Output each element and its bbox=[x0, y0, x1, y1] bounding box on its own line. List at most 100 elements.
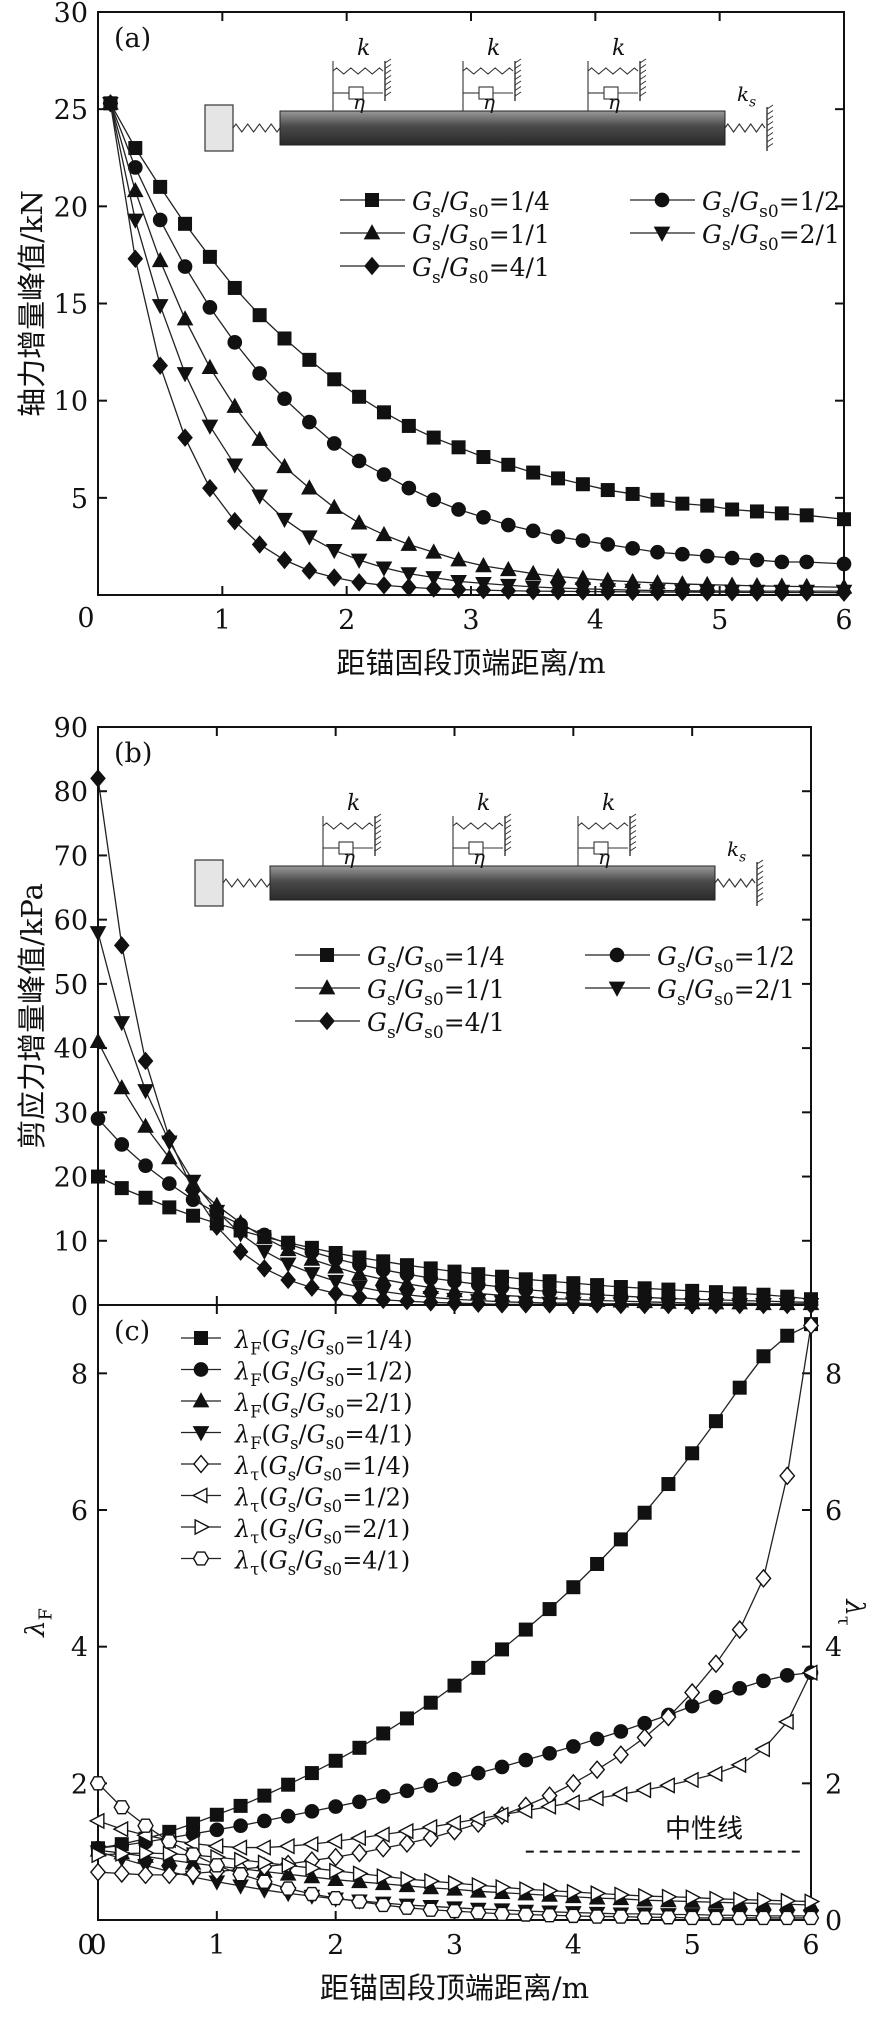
data-point bbox=[450, 580, 467, 599]
data-point bbox=[114, 1137, 130, 1152]
data-point bbox=[476, 509, 491, 525]
data-point bbox=[376, 1726, 391, 1741]
data-point bbox=[226, 397, 244, 413]
data-point bbox=[422, 1293, 439, 1312]
subscript: s0 bbox=[323, 1560, 342, 1579]
data-point bbox=[733, 1891, 750, 1908]
data-point bbox=[724, 550, 740, 566]
series bbox=[102, 94, 852, 602]
text-run: =1/4) bbox=[342, 1452, 410, 1480]
data-point bbox=[276, 512, 293, 529]
data-point bbox=[256, 1244, 273, 1260]
data-point bbox=[550, 582, 566, 601]
data-point bbox=[526, 465, 541, 480]
wall-hatch bbox=[756, 865, 764, 870]
data-point bbox=[471, 1876, 488, 1894]
data-point bbox=[446, 1903, 463, 1919]
data-point bbox=[730, 1756, 747, 1774]
series bbox=[102, 96, 853, 600]
subscript: F bbox=[250, 1403, 261, 1422]
data-point bbox=[756, 1891, 773, 1909]
wall-hatch bbox=[756, 870, 764, 876]
data-point bbox=[801, 1664, 818, 1681]
data-point bbox=[724, 583, 740, 602]
data-point bbox=[401, 418, 416, 433]
data-point bbox=[450, 551, 467, 567]
data-point bbox=[350, 514, 368, 530]
subscript: s0 bbox=[323, 1497, 342, 1516]
data-point bbox=[351, 1265, 368, 1281]
data-point bbox=[192, 1426, 210, 1442]
wall-hatch bbox=[639, 69, 647, 75]
wall-hatch bbox=[766, 143, 774, 148]
subscript: s bbox=[387, 957, 396, 977]
spring bbox=[714, 878, 756, 888]
data-point bbox=[194, 1331, 208, 1345]
data-point bbox=[423, 1778, 439, 1793]
symbol: G bbox=[404, 942, 424, 971]
spring bbox=[462, 67, 514, 75]
data-point bbox=[137, 1051, 154, 1071]
subscript: s bbox=[739, 850, 746, 866]
wall-hatch bbox=[756, 876, 764, 881]
text-run: / bbox=[686, 975, 695, 1004]
anchor-bar bbox=[269, 865, 716, 901]
data-point bbox=[113, 1863, 130, 1884]
panel-label: (c) bbox=[114, 1316, 150, 1347]
data-point bbox=[152, 356, 168, 375]
data-point bbox=[162, 1845, 179, 1863]
data-point bbox=[650, 544, 665, 560]
anchor-bar bbox=[279, 110, 726, 146]
legend-label: Gs/Gs0=1/2 bbox=[657, 942, 795, 977]
data-point bbox=[685, 1446, 700, 1461]
text-run: =1/4 bbox=[489, 187, 550, 216]
y-tick-label: 15 bbox=[54, 290, 88, 321]
symbol: λ bbox=[234, 1326, 250, 1354]
subscript: F bbox=[250, 1340, 261, 1359]
panel-label: (b) bbox=[114, 738, 152, 769]
text-run: / bbox=[296, 1484, 305, 1512]
data-point bbox=[234, 1851, 250, 1869]
x-tick-label: 0 bbox=[77, 1930, 94, 1961]
series-line bbox=[97, 778, 811, 1306]
data-point bbox=[501, 457, 516, 472]
data-point bbox=[162, 1200, 177, 1215]
data-point bbox=[516, 1802, 533, 1819]
symbol: λ bbox=[234, 1484, 250, 1512]
data-point bbox=[194, 1518, 211, 1536]
data-point bbox=[364, 256, 380, 276]
text-run: =1/2 bbox=[734, 942, 795, 971]
data-point bbox=[303, 1267, 321, 1283]
spring bbox=[232, 123, 281, 133]
series bbox=[89, 1776, 820, 1926]
data-point bbox=[280, 1270, 296, 1290]
wall-hatch bbox=[514, 80, 522, 86]
x-tick-label: 5 bbox=[684, 1930, 701, 1961]
data-point bbox=[112, 1820, 129, 1838]
symbol: G bbox=[307, 1326, 326, 1354]
wall-hatch bbox=[504, 846, 512, 852]
data-point bbox=[351, 1894, 368, 1909]
data-point bbox=[707, 1654, 725, 1674]
data-point bbox=[471, 1660, 486, 1675]
data-point bbox=[277, 331, 292, 346]
subscript: τ bbox=[250, 1497, 259, 1516]
wall-hatch bbox=[504, 819, 512, 824]
data-point bbox=[774, 506, 789, 521]
data-point bbox=[350, 1829, 366, 1847]
text-run: / bbox=[441, 220, 450, 249]
text-run: / bbox=[731, 187, 740, 216]
data-point bbox=[613, 1532, 628, 1547]
wall-hatch bbox=[384, 80, 392, 86]
spring bbox=[452, 822, 504, 830]
data-point bbox=[302, 1835, 319, 1853]
wall-hatch bbox=[756, 859, 764, 865]
wall-hatch bbox=[629, 819, 637, 824]
data-point bbox=[517, 1907, 535, 1922]
eta-label: η bbox=[483, 90, 495, 114]
data-point bbox=[327, 1870, 344, 1887]
wall-hatch bbox=[766, 121, 774, 126]
wall-hatch bbox=[504, 835, 512, 841]
text-run: ( bbox=[259, 1515, 268, 1543]
